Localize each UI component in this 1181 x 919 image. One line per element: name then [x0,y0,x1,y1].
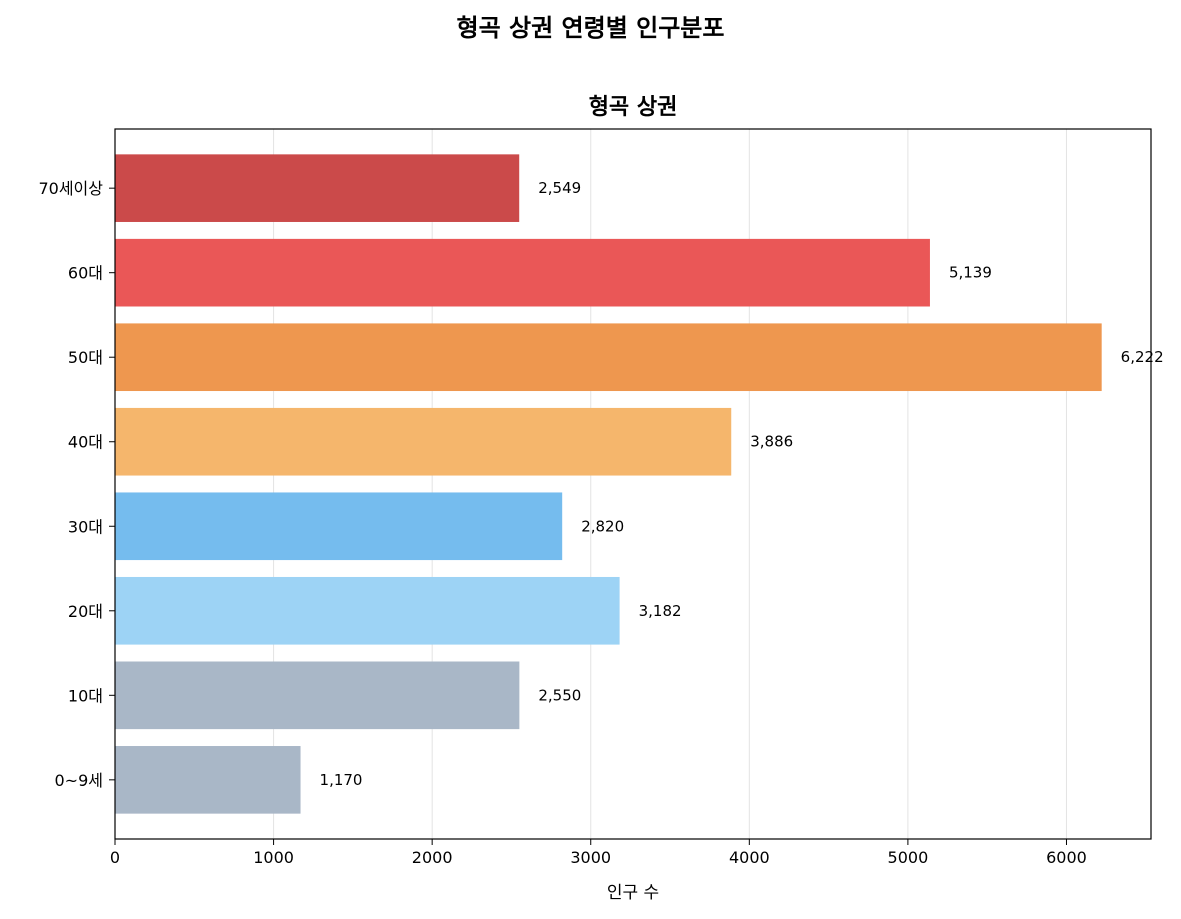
plot-frame [114,128,1152,840]
y-tick-label-4: 40대 [68,433,103,452]
x-tick-label-6: 6000 [1046,848,1087,867]
y-tick-label-2: 20대 [68,602,103,621]
y-tick-label-1: 10대 [68,686,103,705]
value-label-7: 2,549 [538,179,581,197]
y-tick-label-3: 30대 [68,517,103,536]
value-label-0: 1,170 [320,771,363,789]
bar-7 [115,154,520,222]
value-label-4: 3,886 [750,433,793,451]
y-tick-label-0: 0~9세 [55,771,104,790]
value-label-6: 5,139 [949,264,992,282]
bar-0 [115,746,301,814]
x-tick-label-4: 4000 [729,848,770,867]
x-tick-label-2: 2000 [412,848,453,867]
bar-1 [115,661,520,730]
bar-3 [115,492,563,561]
x-axis-label: 인구 수 [606,883,660,903]
value-label-5: 6,222 [1121,348,1164,366]
y-tick-label-6: 60대 [68,264,103,283]
value-label-3: 2,820 [581,517,624,535]
value-label-1: 2,550 [538,686,581,704]
y-tick-label-7: 70세이상 [38,179,103,198]
chart-title: 형곡 상권 [588,95,678,120]
x-tick-label-1: 1000 [253,848,294,867]
x-tick-label-3: 3000 [570,848,611,867]
x-tick-label-5: 5000 [888,848,929,867]
x-tick-label-0: 0 [110,848,120,867]
bar-4 [115,407,732,476]
bar-2 [115,576,620,645]
y-tick-label-5: 50대 [68,348,103,367]
value-label-2: 3,182 [639,602,682,620]
bar-5 [115,323,1102,392]
figure-title: 형곡 상권 연령별 인구분포 [456,14,725,42]
bar-6 [115,238,930,307]
